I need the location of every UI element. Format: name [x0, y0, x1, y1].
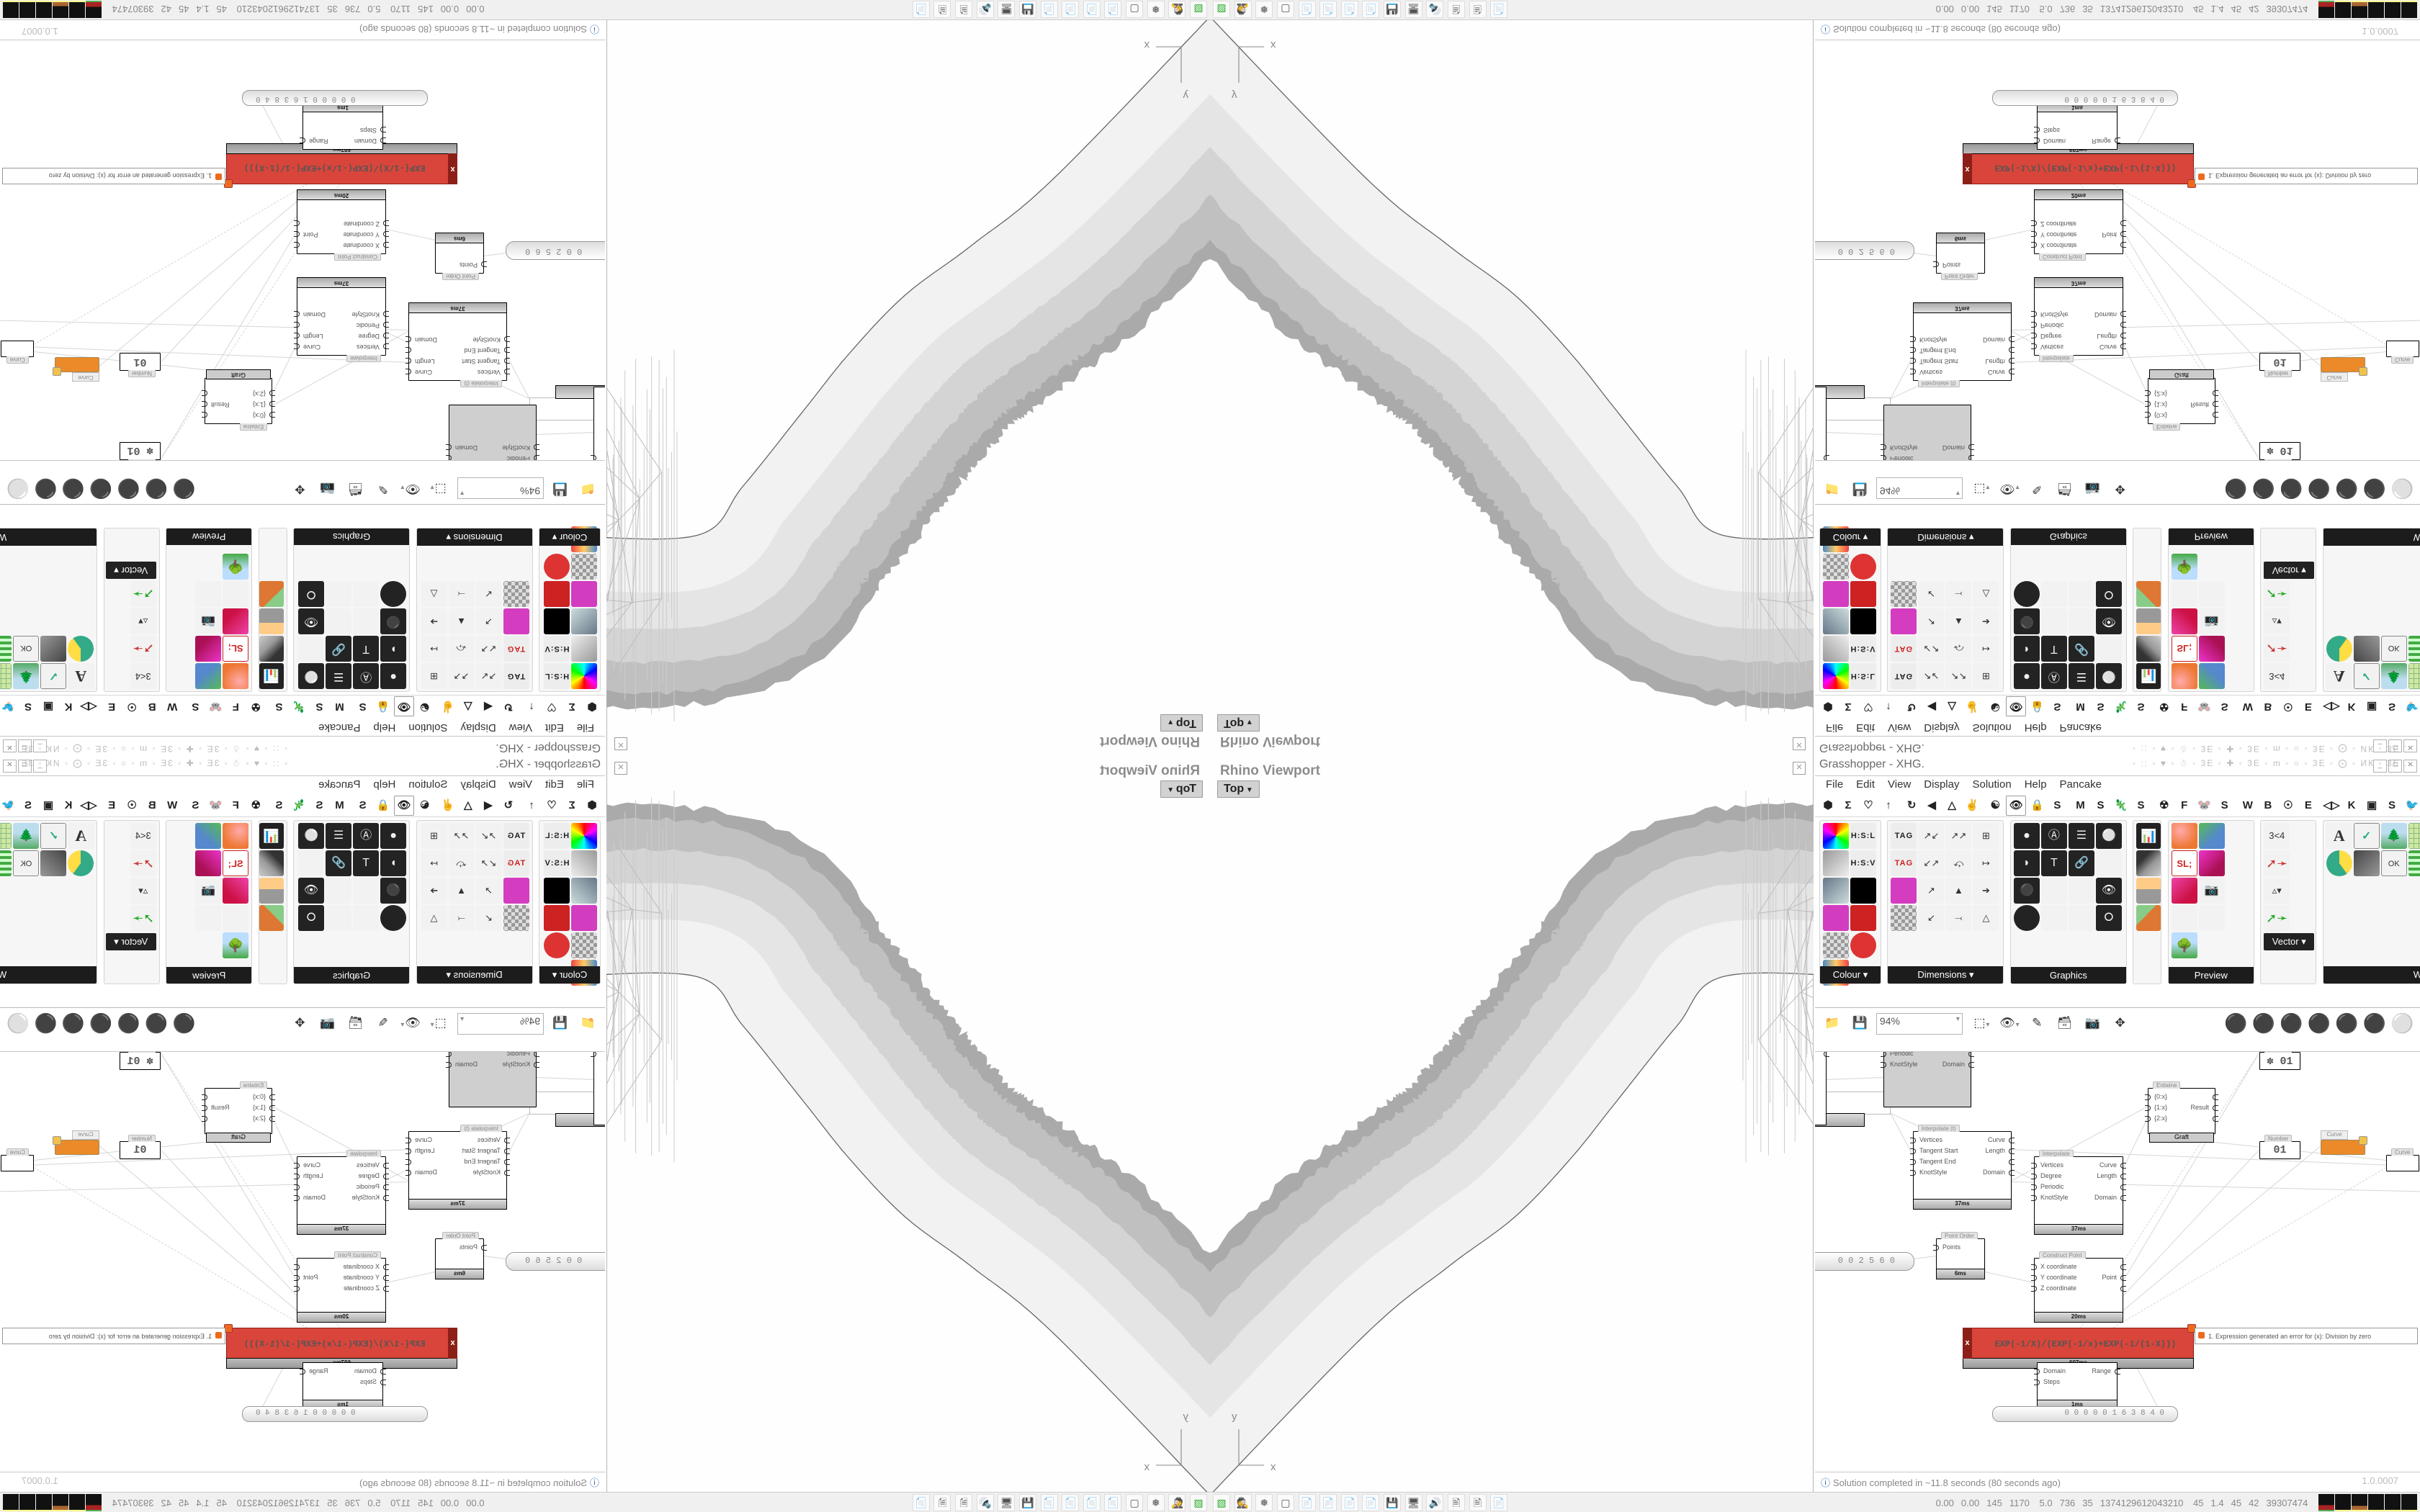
svg-text:y: y: [1232, 89, 1237, 102]
svg-text:x: x: [1270, 1461, 1276, 1473]
svg-text:y: y: [1183, 1410, 1188, 1423]
svg-text:x: x: [1144, 39, 1150, 51]
svg-text:x: x: [1270, 39, 1276, 51]
svg-text:y: y: [1232, 1410, 1237, 1423]
svg-text:x: x: [1144, 1461, 1150, 1473]
svg-text:y: y: [1183, 89, 1188, 102]
